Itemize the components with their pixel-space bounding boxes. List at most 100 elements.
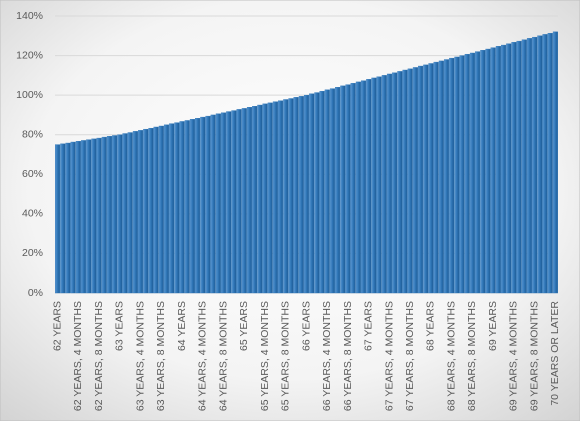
bar: [293, 97, 299, 294]
bar: [376, 76, 382, 294]
bar: [438, 60, 444, 294]
bar: [148, 127, 154, 294]
bar: [267, 102, 273, 294]
bar: [392, 72, 398, 294]
bar: [459, 55, 465, 294]
x-tick-label: 64 YEARS, 4 MONTHS: [197, 301, 209, 411]
bar: [506, 43, 512, 294]
bar: [309, 93, 315, 294]
bar: [236, 109, 242, 294]
bar: [397, 71, 403, 294]
x-tick-label: 69 YEARS, 4 MONTHS: [508, 301, 520, 411]
bar: [480, 50, 486, 294]
x-tick-label: 67 YEARS: [363, 301, 375, 351]
bar: [335, 87, 341, 294]
bar: [257, 104, 263, 294]
bar: [70, 141, 76, 294]
y-tick-label: 60%: [22, 168, 43, 180]
bar: [469, 52, 475, 294]
bar: [443, 59, 450, 294]
bar: [231, 110, 237, 294]
x-tick-label: 62 YEARS, 4 MONTHS: [72, 301, 84, 411]
bar: [501, 44, 507, 294]
bar: [288, 98, 294, 294]
bar: [215, 113, 221, 294]
bar: [433, 61, 439, 294]
bar: [80, 140, 87, 294]
bar: [495, 46, 501, 294]
bar: [174, 122, 180, 294]
x-tick-label: 64 YEARS, 8 MONTHS: [217, 301, 229, 411]
y-tick-label: 0%: [28, 287, 43, 299]
bar: [241, 108, 247, 294]
bar: [490, 47, 496, 294]
x-tick-label: 64 YEARS: [176, 301, 188, 351]
bar: [345, 84, 351, 294]
bar: [361, 80, 367, 294]
bar: [184, 120, 190, 294]
bar: [127, 132, 133, 294]
bar: [511, 42, 517, 294]
bar: [340, 85, 346, 294]
bar: [75, 141, 81, 294]
bar: [226, 111, 232, 294]
bar: [418, 65, 424, 294]
x-tick-label: 68 YEARS, 4 MONTHS: [445, 301, 457, 411]
bar: [552, 31, 558, 294]
bar: [112, 135, 118, 294]
bar: [132, 131, 138, 294]
x-tick-label: 67 YEARS, 8 MONTHS: [404, 301, 416, 411]
x-tick-label: 68 YEARS: [425, 301, 437, 351]
y-tick-label: 40%: [22, 208, 43, 220]
bar: [366, 79, 372, 294]
bar: [96, 137, 102, 294]
bar: [106, 136, 112, 294]
bar: [179, 121, 185, 294]
bar: [521, 39, 527, 294]
y-tick-label: 20%: [22, 247, 43, 259]
x-tick-label: 63 YEARS, 8 MONTHS: [155, 301, 167, 411]
bar: [200, 116, 206, 294]
bar: [423, 64, 429, 294]
x-tick-label: 67 YEARS, 4 MONTHS: [383, 301, 395, 411]
x-tick-label: 65 YEARS, 4 MONTHS: [259, 301, 271, 411]
x-tick-label: 62 YEARS, 8 MONTHS: [93, 301, 105, 411]
bar: [220, 112, 227, 294]
bar: [319, 90, 325, 294]
bar: [324, 89, 330, 294]
bar: [381, 75, 387, 294]
bar: [278, 100, 284, 294]
bar: [117, 134, 123, 294]
bar: [526, 38, 533, 294]
bar: [86, 139, 92, 294]
bar: [55, 144, 61, 294]
bar: [371, 77, 377, 294]
bar: [189, 119, 195, 294]
x-tick-label: 66 YEARS, 8 MONTHS: [342, 301, 354, 411]
x-tick-label: 70 YEARS OR LATER: [549, 301, 561, 406]
y-tick-label: 140%: [16, 10, 43, 22]
bar: [485, 48, 491, 294]
y-tick-label: 120%: [16, 49, 43, 61]
bar: [65, 142, 71, 294]
x-tick-label: 66 YEARS: [300, 301, 312, 351]
x-tick-label: 63 YEARS, 4 MONTHS: [134, 301, 146, 411]
bar: [122, 133, 128, 294]
bar: [101, 136, 107, 294]
bar: [246, 107, 252, 294]
bar: [195, 118, 201, 294]
bar: [428, 63, 434, 294]
bar: [407, 68, 413, 294]
x-tick-label: 69 YEARS: [487, 301, 499, 351]
x-tick-label: 63 YEARS: [114, 301, 126, 351]
bar: [262, 103, 268, 294]
bar: [158, 125, 164, 294]
bar: [402, 69, 408, 294]
bar: [386, 73, 393, 294]
bar: [454, 56, 460, 294]
bar: [252, 106, 258, 294]
bar: [532, 36, 538, 294]
bar: [303, 94, 310, 294]
x-tick-label: 65 YEARS, 8 MONTHS: [280, 301, 292, 411]
x-tick-label: 66 YEARS, 4 MONTHS: [321, 301, 333, 411]
